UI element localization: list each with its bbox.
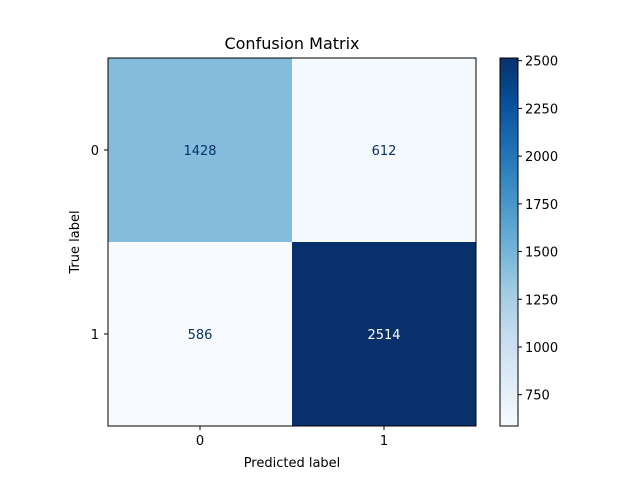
cell-value-1-1: 2514 <box>367 328 400 343</box>
x-axis-label: Predicted label <box>244 456 341 471</box>
colorbar-tick-label-4: 1750 <box>525 198 558 213</box>
colorbar-tick-label-1: 1000 <box>525 341 558 356</box>
x-tick-label-1: 1 <box>380 434 388 449</box>
cell-value-0-1: 612 <box>372 144 397 159</box>
heatmap-cells <box>108 58 476 426</box>
plot-frame <box>107 57 477 427</box>
heatmap-cell-0-1 <box>292 58 476 242</box>
cell-value-0-0: 1428 <box>183 144 216 159</box>
heatmap-cell-0-0 <box>108 58 292 242</box>
y-tick-label-1: 1 <box>91 328 99 343</box>
colorbar-tick-label-0: 750 <box>525 389 550 404</box>
y-tick-label-0: 0 <box>91 144 99 159</box>
colorbar-tick-label-5: 2000 <box>525 150 558 165</box>
y-axis-ticks: 01 <box>91 144 108 343</box>
colorbar-tick-label-6: 2250 <box>525 102 558 117</box>
chart-title: Confusion Matrix <box>224 34 359 53</box>
x-tick-label-0: 0 <box>196 434 204 449</box>
colorbar <box>499 57 519 427</box>
colorbar-tick-label-3: 1500 <box>525 246 558 261</box>
heatmap-cell-1-1 <box>292 242 476 426</box>
cell-value-1-0: 586 <box>188 328 213 343</box>
heatmap-cell-1-0 <box>108 242 292 426</box>
colorbar-tick-label-7: 2500 <box>525 55 558 70</box>
colorbar-tick-label-2: 1250 <box>525 293 558 308</box>
colorbar-ticks: 750 1000 1250 1500 1750 2000 2250 2500 <box>518 55 558 404</box>
heatmap-cell-labels: 1428 612 586 2514 <box>183 144 400 343</box>
y-axis-label: True label <box>68 210 83 274</box>
